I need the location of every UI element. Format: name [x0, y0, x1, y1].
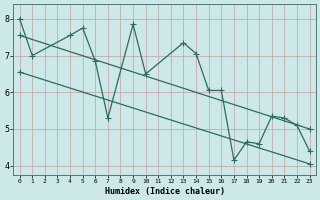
X-axis label: Humidex (Indice chaleur): Humidex (Indice chaleur)	[105, 187, 225, 196]
